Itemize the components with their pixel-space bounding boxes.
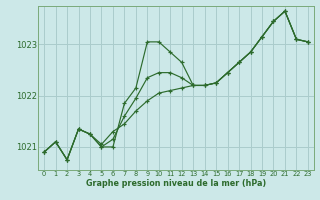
X-axis label: Graphe pression niveau de la mer (hPa): Graphe pression niveau de la mer (hPa) bbox=[86, 179, 266, 188]
